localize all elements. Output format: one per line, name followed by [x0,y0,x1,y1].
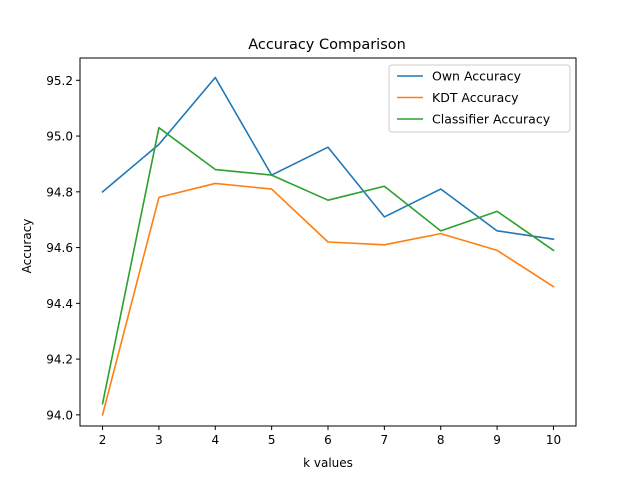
x-axis: 2 3 4 5 6 7 8 9 10 [99,426,561,447]
y-axis: 94.0 94.2 94.4 94.6 94.8 95.0 95.2 [46,74,80,422]
y-tick-label: 94.4 [46,297,73,311]
y-axis-label: Accuracy [20,219,34,274]
y-tick-label: 95.0 [46,130,73,144]
x-tick-label: 3 [155,433,163,447]
x-tick-label: 5 [268,433,276,447]
x-tick-label: 9 [493,433,501,447]
x-tick-label: 2 [99,433,107,447]
series-line-2 [101,126,555,405]
y-tick-label: 95.2 [46,74,73,88]
series-line-1 [101,182,555,416]
x-tick-label: 7 [381,433,389,447]
y-tick-label: 94.2 [46,353,73,367]
legend-label-1: KDT Accuracy [432,90,519,105]
x-tick-label: 8 [437,433,445,447]
chart-title: Accuracy Comparison [248,37,406,53]
y-tick-label: 94.6 [46,241,73,255]
y-tick-label: 94.8 [46,185,73,199]
x-tick-label: 4 [211,433,219,447]
x-tick-label: 6 [324,433,332,447]
series-line-0 [101,76,555,241]
y-tick-label: 94.0 [46,408,73,422]
legend-box [388,64,571,133]
legend-label-0: Own Accuracy [432,69,522,84]
legend-label-2: Classifier Accuracy [432,112,551,127]
legend: Own Accuracy KDT Accuracy Classifier Accur… [388,64,571,133]
x-tick-label: 10 [546,433,561,447]
x-axis-label: k values [303,456,353,470]
